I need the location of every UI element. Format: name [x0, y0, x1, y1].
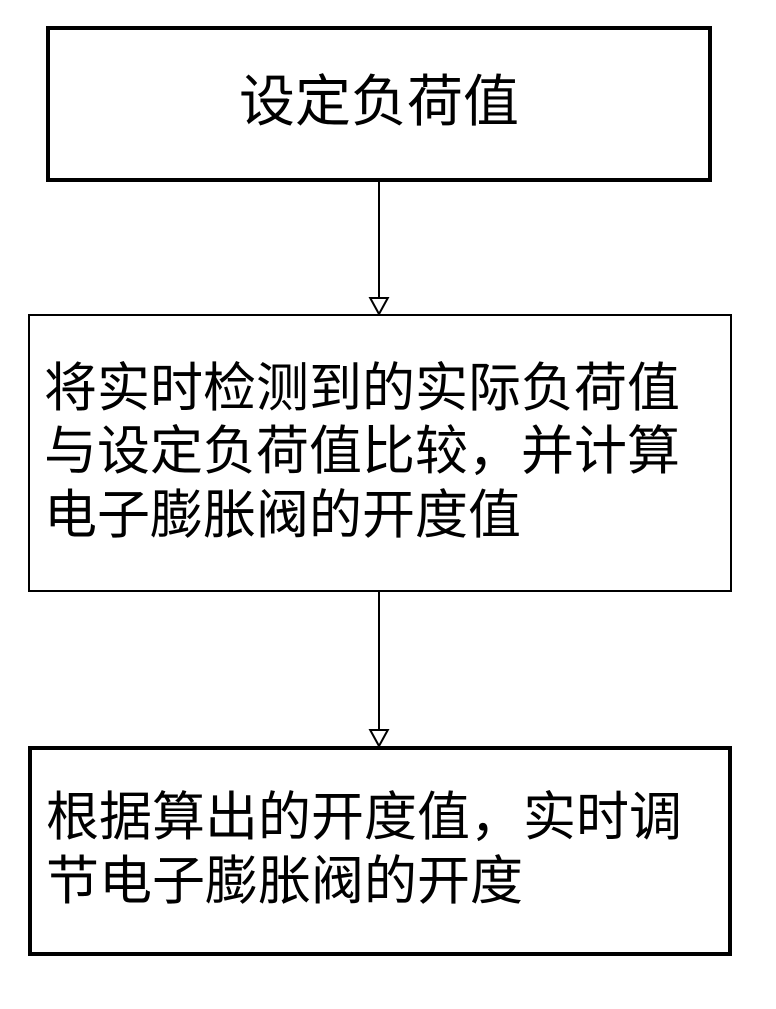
flowchart-node-compare-compute: 将实时检测到的实际负荷值与设定负荷值比较，并计算电子膨胀阀的开度值: [28, 314, 732, 592]
flowchart-node-set-load: 设定负荷值: [46, 26, 712, 182]
flowchart-node-adjust-valve: 根据算出的开度值，实时调节电子膨胀阀的开度: [28, 746, 732, 956]
flowchart-node-text: 将实时检测到的实际负荷值与设定负荷值比较，并计算电子膨胀阀的开度值: [44, 358, 716, 549]
flowchart-node-text: 根据算出的开度值，实时调节电子膨胀阀的开度: [46, 787, 714, 914]
flowchart-canvas: 设定负荷值 将实时检测到的实际负荷值与设定负荷值比较，并计算电子膨胀阀的开度值 …: [0, 0, 776, 1009]
flowchart-node-text: 设定负荷值: [239, 70, 519, 137]
